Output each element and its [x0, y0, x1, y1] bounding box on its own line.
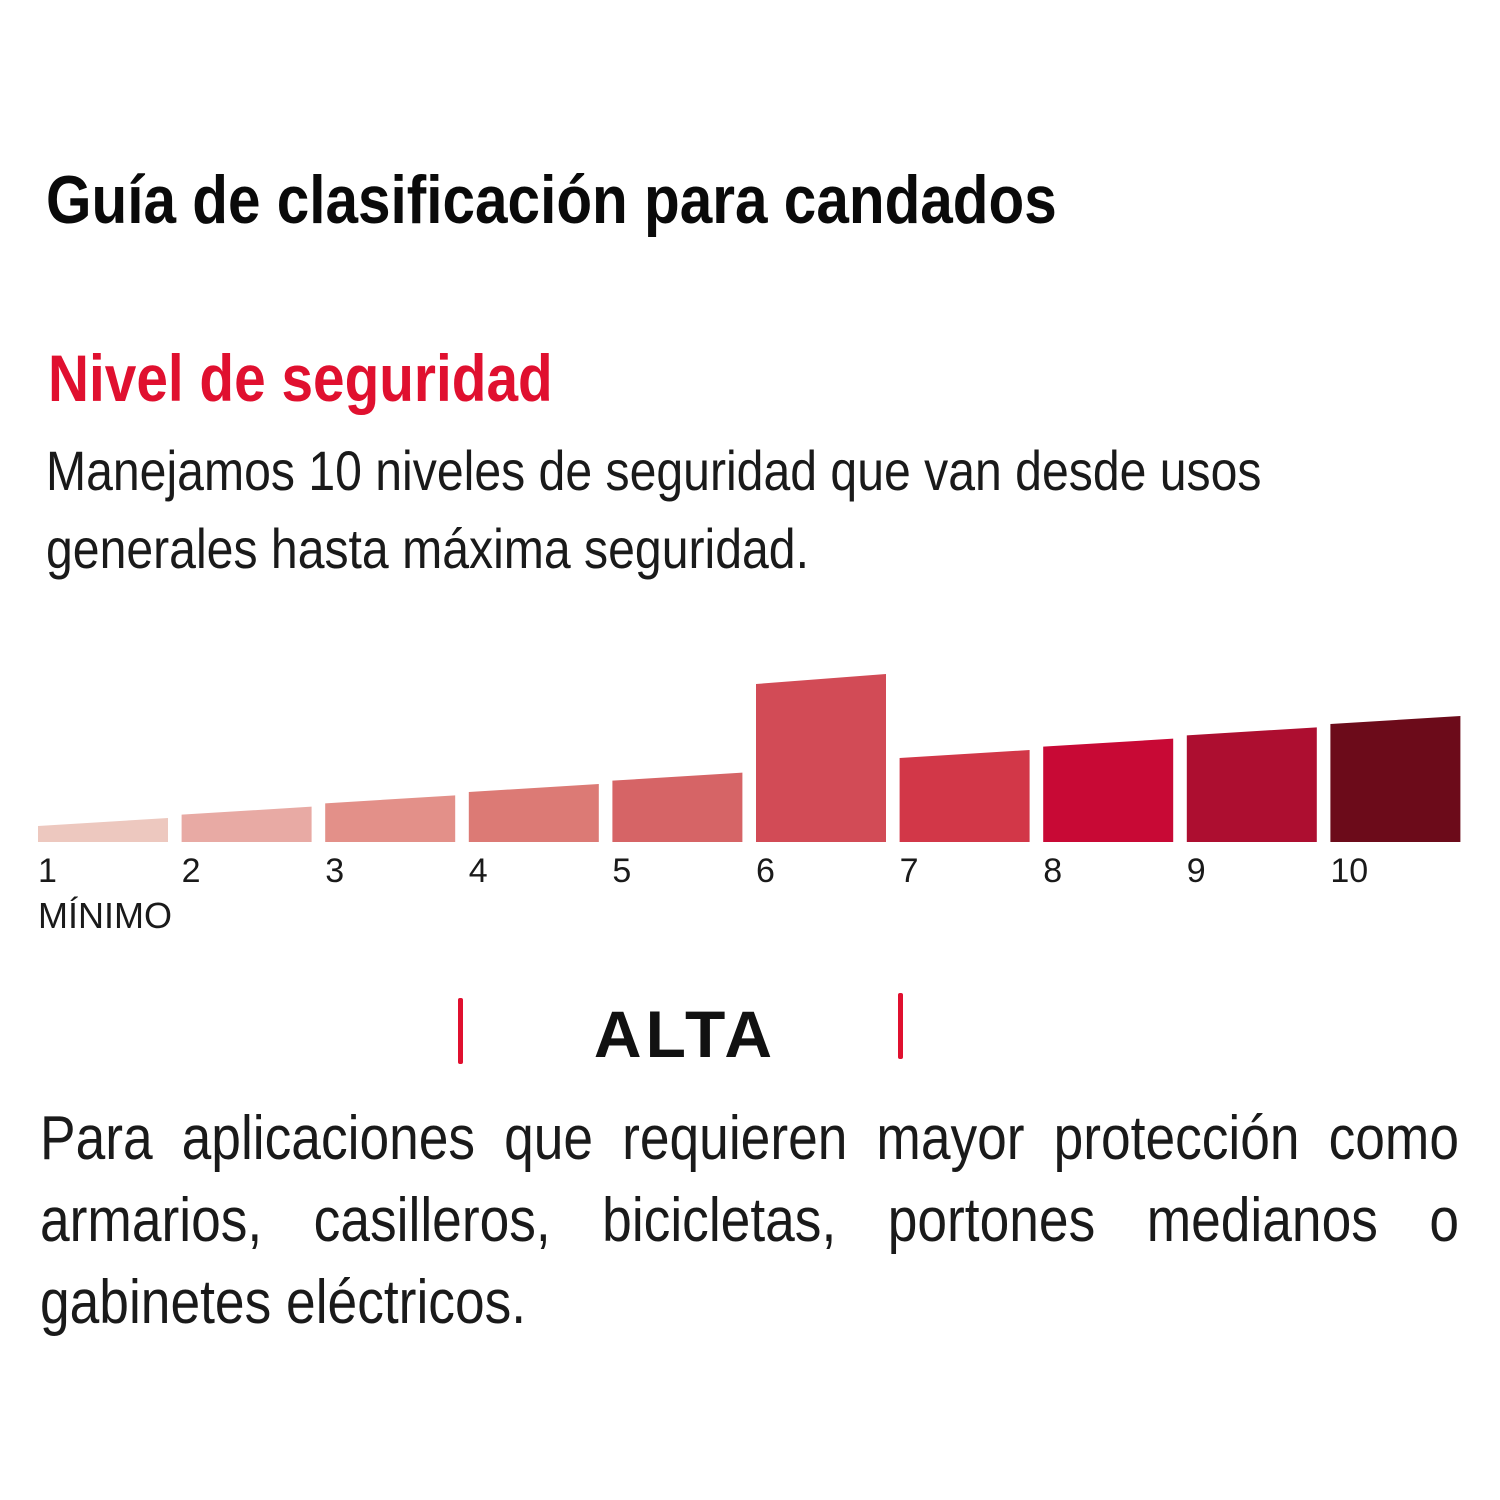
bar-level-5: [612, 772, 743, 842]
tick-label-8: 8: [1043, 852, 1062, 890]
tick-label-9: 9: [1187, 852, 1206, 890]
bar-level-1: [38, 818, 168, 842]
tick-label-5: 5: [612, 852, 631, 890]
tick-label-10: 10: [1330, 852, 1368, 890]
tick-label-7: 7: [900, 852, 919, 890]
tick-labels: 1 2 3 4 5 6 7 8 9 10: [38, 852, 1368, 890]
bar-level-8: [1043, 738, 1174, 842]
level-name: ALTA: [593, 997, 777, 1071]
tick-label-2: 2: [182, 852, 201, 890]
page-title: Guía de clasificación para candados: [46, 162, 1057, 238]
section-heading: Nivel de seguridad: [48, 341, 553, 415]
tick-label-1: 1: [38, 852, 57, 890]
bar-level-4: [468, 784, 599, 842]
bar-level-10: [1330, 716, 1461, 842]
bar-level-2: [181, 806, 312, 842]
tick-label-3: 3: [325, 852, 344, 890]
security-level-chart: 1 2 3 4 5 6 7 8 9 10 MÍNIMO: [38, 674, 1461, 936]
bar-level-9: [1186, 727, 1317, 842]
level-marker-right: [898, 993, 903, 1059]
bars-group: [38, 674, 1461, 842]
bar-level-6: [756, 674, 886, 842]
section-intro: Manejamos 10 niveles de seguridad que va…: [46, 439, 1262, 580]
level-description: Para aplicaciones que requieren mayor pr…: [40, 1104, 1459, 1337]
level-marker-left: [458, 998, 463, 1064]
tick-label-6: 6: [756, 852, 775, 890]
tick-label-4: 4: [469, 852, 488, 890]
bar-level-7: [899, 750, 1030, 842]
min-label: MÍNIMO: [38, 895, 172, 936]
bar-level-3: [325, 795, 456, 842]
